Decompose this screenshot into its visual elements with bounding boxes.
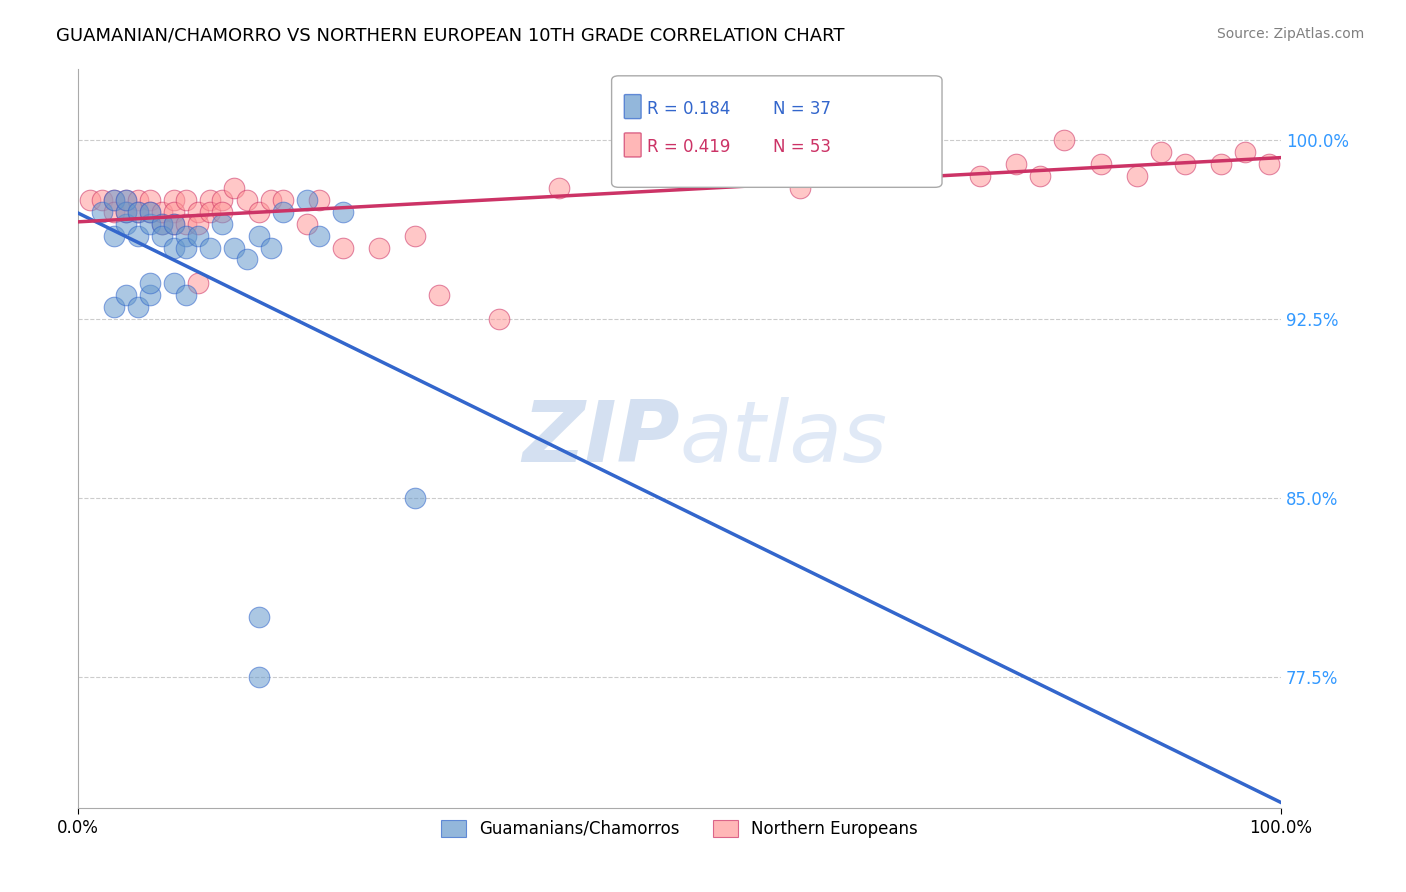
Point — [259, 241, 281, 255]
Point — [1125, 169, 1147, 183]
Point — [176, 193, 198, 207]
Point — [163, 193, 186, 207]
Point — [308, 228, 330, 243]
Point — [728, 145, 751, 159]
Point — [404, 228, 426, 243]
Point — [127, 204, 149, 219]
Point — [176, 241, 198, 255]
Point — [224, 181, 246, 195]
Point — [247, 228, 270, 243]
Point — [176, 217, 198, 231]
Point — [1090, 157, 1112, 171]
Point — [115, 193, 138, 207]
Point — [176, 228, 198, 243]
Point — [247, 610, 270, 624]
Text: N = 37: N = 37 — [773, 100, 831, 118]
Text: R = 0.184: R = 0.184 — [647, 100, 730, 118]
Point — [139, 193, 162, 207]
Point — [103, 193, 125, 207]
Point — [139, 277, 162, 291]
Point — [211, 193, 233, 207]
Point — [1053, 133, 1076, 147]
Point — [176, 288, 198, 302]
Point — [1005, 157, 1028, 171]
Point — [127, 193, 149, 207]
Point — [91, 193, 114, 207]
Point — [150, 217, 173, 231]
Point — [247, 670, 270, 684]
Point — [150, 217, 173, 231]
Point — [908, 145, 931, 159]
Point — [211, 204, 233, 219]
Point — [103, 193, 125, 207]
Text: N = 53: N = 53 — [773, 138, 831, 156]
Text: R = 0.419: R = 0.419 — [647, 138, 730, 156]
Point — [548, 181, 571, 195]
Point — [163, 204, 186, 219]
Point — [295, 193, 318, 207]
Legend: Guamanians/Chamorros, Northern Europeans: Guamanians/Chamorros, Northern Europeans — [434, 813, 925, 845]
Point — [139, 204, 162, 219]
Point — [849, 157, 872, 171]
Point — [150, 204, 173, 219]
Point — [103, 300, 125, 314]
Point — [91, 204, 114, 219]
Point — [332, 204, 354, 219]
Point — [187, 277, 209, 291]
Point — [187, 228, 209, 243]
Point — [235, 193, 257, 207]
Point — [271, 193, 294, 207]
Text: ZIP: ZIP — [522, 397, 679, 480]
Point — [139, 204, 162, 219]
Point — [1029, 169, 1052, 183]
Point — [404, 491, 426, 505]
Point — [668, 157, 690, 171]
Point — [139, 288, 162, 302]
Point — [103, 228, 125, 243]
Text: atlas: atlas — [679, 397, 887, 480]
Point — [308, 193, 330, 207]
Point — [127, 300, 149, 314]
Point — [969, 169, 991, 183]
Point — [488, 312, 510, 326]
Point — [224, 241, 246, 255]
Point — [200, 193, 222, 207]
Point — [332, 241, 354, 255]
Point — [200, 241, 222, 255]
Point — [115, 217, 138, 231]
Point — [1150, 145, 1173, 159]
Text: GUAMANIAN/CHAMORRO VS NORTHERN EUROPEAN 10TH GRADE CORRELATION CHART: GUAMANIAN/CHAMORRO VS NORTHERN EUROPEAN … — [56, 27, 845, 45]
Point — [427, 288, 450, 302]
Point — [79, 193, 101, 207]
Point — [139, 217, 162, 231]
Point — [115, 204, 138, 219]
Point — [163, 217, 186, 231]
Point — [211, 217, 233, 231]
Text: Source: ZipAtlas.com: Source: ZipAtlas.com — [1216, 27, 1364, 41]
Point — [367, 241, 389, 255]
Point — [163, 241, 186, 255]
Point — [1258, 157, 1281, 171]
Point — [103, 204, 125, 219]
Point — [271, 204, 294, 219]
Point — [235, 252, 257, 267]
Point — [247, 204, 270, 219]
Point — [789, 181, 811, 195]
Point — [187, 217, 209, 231]
Point — [200, 204, 222, 219]
Point — [259, 193, 281, 207]
Point — [115, 204, 138, 219]
Point — [295, 217, 318, 231]
Point — [163, 277, 186, 291]
Point — [1209, 157, 1232, 171]
Point — [150, 228, 173, 243]
Point — [115, 288, 138, 302]
Point — [127, 228, 149, 243]
Point — [187, 204, 209, 219]
Point — [115, 193, 138, 207]
Point — [1233, 145, 1256, 159]
Point — [163, 217, 186, 231]
Point — [1174, 157, 1197, 171]
Point — [127, 204, 149, 219]
